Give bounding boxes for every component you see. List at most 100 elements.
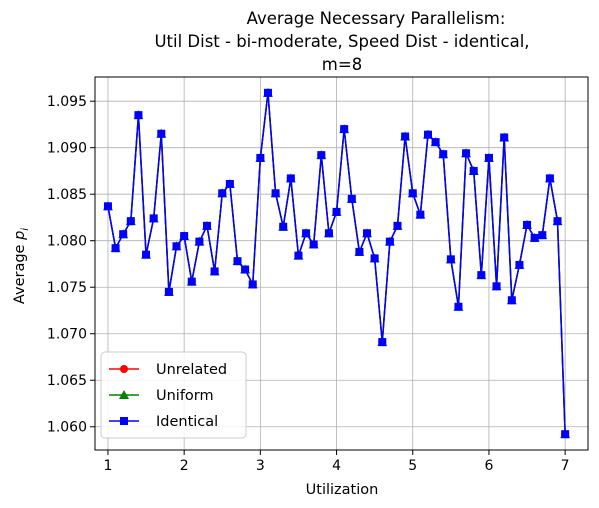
data-point — [523, 220, 532, 229]
data-point — [492, 282, 501, 291]
data-point — [439, 150, 448, 159]
y-tick-label: 1.085 — [47, 187, 87, 203]
title-line-2: Util Dist - bi-moderate, Speed Dist - id… — [154, 32, 529, 51]
data-point — [416, 210, 425, 219]
data-point — [294, 251, 303, 260]
data-point — [271, 189, 280, 198]
data-point — [187, 277, 196, 286]
data-point — [340, 125, 349, 134]
data-point — [385, 237, 394, 246]
legend-entry-identical: Identical — [109, 414, 218, 430]
y-tick-label: 1.070 — [47, 327, 87, 343]
data-point — [545, 174, 554, 183]
data-point — [225, 179, 234, 188]
legend-entry-unrelated: Unrelated — [109, 362, 227, 378]
data-point — [553, 217, 562, 226]
axes: 1 2 3 4 5 6 7 1.060 1.065 1.070 1.075 1.080 1.085 1.0… — [47, 76, 589, 474]
data-point — [134, 111, 143, 120]
data-point — [347, 194, 356, 203]
y-axis-label-sub: i — [20, 228, 31, 231]
data-point — [241, 265, 250, 274]
y-axis-label-prefix: Average — [12, 240, 28, 304]
data-point — [446, 255, 455, 264]
data-point — [233, 257, 242, 266]
legend-label: Uniform — [156, 388, 214, 404]
x-tick-label: 7 — [561, 458, 570, 474]
data-point — [530, 233, 539, 242]
y-tick-label: 1.095 — [47, 94, 87, 110]
data-point — [103, 202, 112, 211]
legend-entry-uniform: Uniform — [109, 388, 214, 404]
legend-swatch-marker — [120, 417, 128, 425]
legend-label: Identical — [156, 414, 218, 430]
data-point — [408, 189, 417, 198]
y-axis-label: Average pi — [12, 228, 31, 304]
data-point — [477, 271, 486, 280]
legend-swatch-marker — [120, 365, 128, 373]
data-point — [538, 231, 547, 240]
data-point — [355, 247, 364, 256]
legend-label: Unrelated — [156, 362, 227, 378]
data-point — [172, 242, 181, 251]
data-point — [302, 229, 311, 238]
x-tick-label: 2 — [180, 458, 189, 474]
y-tick-label: 1.090 — [47, 141, 87, 157]
data-point — [462, 149, 471, 158]
x-tick-label: 5 — [408, 458, 417, 474]
data-point — [370, 254, 379, 263]
data-point — [203, 221, 212, 230]
data-point — [309, 240, 318, 249]
y-tick-label: 1.075 — [47, 280, 87, 296]
data-point — [378, 338, 387, 347]
data-point — [164, 287, 173, 296]
data-point — [401, 132, 410, 141]
data-point — [279, 222, 288, 231]
data-point — [469, 166, 478, 175]
data-point — [119, 230, 128, 239]
legend: Unrelated Uniform Identical — [100, 351, 247, 439]
data-point — [454, 302, 463, 311]
x-tick-label: 3 — [256, 458, 265, 474]
legend-frame — [100, 351, 247, 439]
data-point — [157, 129, 166, 138]
data-point — [286, 174, 295, 183]
data-point — [332, 207, 341, 216]
title-line-3: m=8 — [322, 55, 362, 74]
data-point — [149, 214, 158, 223]
x-tick-label: 6 — [484, 458, 493, 474]
plot-frame — [94, 76, 589, 451]
x-axis-label: Utilization — [306, 482, 379, 498]
series-identical — [103, 88, 570, 439]
data-point — [210, 267, 219, 276]
data-point — [263, 88, 272, 97]
data-point — [142, 250, 151, 259]
data-point — [126, 217, 135, 226]
data-point — [423, 130, 432, 139]
data-point — [500, 133, 509, 142]
x-tick-label: 4 — [332, 458, 341, 474]
data-point — [218, 189, 227, 198]
data-point — [180, 232, 189, 241]
data-point — [393, 221, 402, 230]
data-point — [248, 280, 257, 289]
x-tick-label: 1 — [103, 458, 112, 474]
y-axis-label-var: p — [12, 231, 28, 241]
data-point — [484, 153, 493, 162]
series — [102, 87, 571, 439]
data-point — [515, 260, 524, 269]
data-point — [561, 430, 570, 439]
y-tick-label: 1.060 — [47, 420, 87, 436]
data-point — [507, 296, 516, 305]
data-point — [324, 229, 333, 238]
data-point — [363, 229, 372, 238]
y-tick-label: 1.065 — [47, 373, 87, 389]
legend-swatch-marker — [119, 390, 129, 399]
data-point — [256, 153, 265, 162]
data-point — [111, 244, 120, 253]
chart-title: Average Necessary Parallelism: Util Dist… — [154, 9, 529, 74]
data-point — [195, 237, 204, 246]
data-point — [317, 151, 326, 160]
data-point — [431, 138, 440, 147]
grid — [95, 77, 588, 450]
